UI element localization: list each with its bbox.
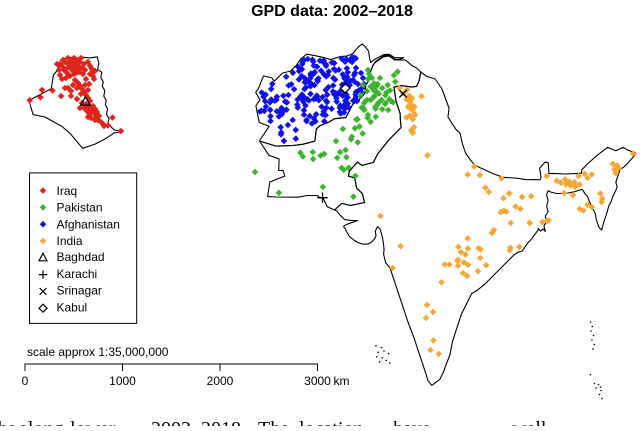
- svg-text:lower: lower: [70, 418, 116, 426]
- svg-text:The: The: [258, 418, 289, 426]
- svg-text:India: India: [57, 234, 83, 248]
- svg-text:location: location: [299, 418, 363, 426]
- svg-text:3000: 3000: [304, 374, 331, 388]
- svg-text:along: along: [19, 418, 63, 426]
- svg-text:have: have: [393, 418, 431, 426]
- svg-text:Pakistan: Pakistan: [57, 201, 103, 215]
- svg-text:Baghdad: Baghdad: [57, 250, 105, 264]
- svg-text:Srinagar: Srinagar: [57, 284, 102, 298]
- svg-text:Kabul: Kabul: [57, 300, 88, 314]
- svg-text:Afghanistan: Afghanistan: [57, 217, 120, 231]
- svg-text:GPD data: 2002–2018: GPD data: 2002–2018: [251, 3, 413, 20]
- svg-text:0: 0: [22, 374, 29, 388]
- svg-text:1000: 1000: [109, 374, 136, 388]
- svg-text:the: the: [0, 418, 17, 426]
- svg-text:Karachi: Karachi: [57, 267, 98, 281]
- svg-text:2000: 2000: [207, 374, 234, 388]
- svg-text:2002–2018.: 2002–2018.: [151, 418, 246, 426]
- svg-text:Iraq: Iraq: [57, 184, 78, 198]
- svg-text:km: km: [334, 374, 350, 388]
- svg-text:well: well: [512, 418, 547, 426]
- svg-text:scale approx 1:35,000,000: scale approx 1:35,000,000: [27, 345, 169, 359]
